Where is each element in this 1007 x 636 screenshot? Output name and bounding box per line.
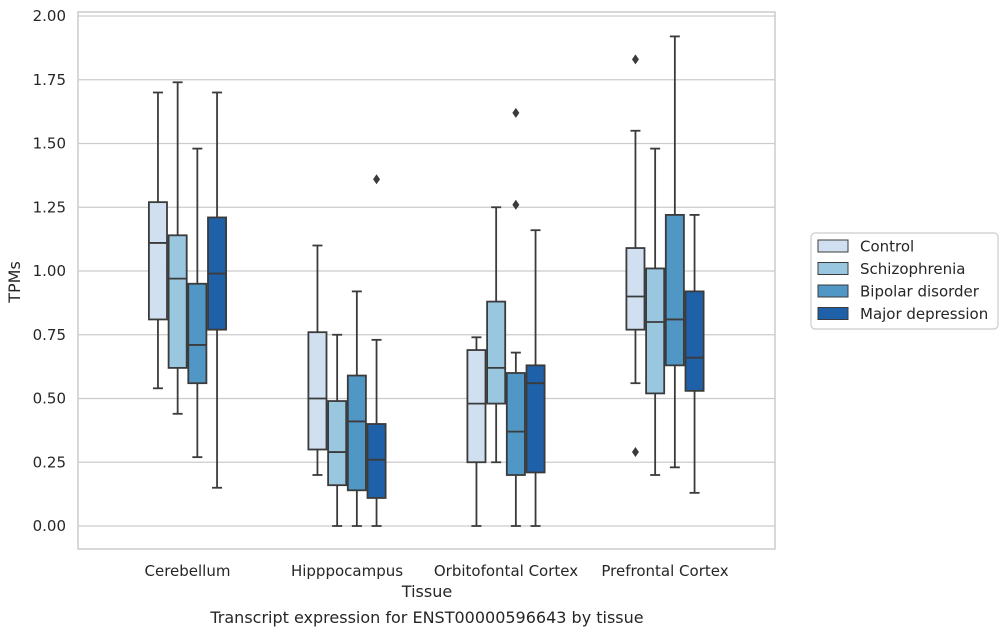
x-tick-label: Orbitofontal Cortex — [434, 562, 578, 580]
outlier-point — [512, 199, 520, 210]
box-bipolar-disorder — [346, 290, 367, 527]
legend-swatch — [817, 239, 849, 253]
box-control — [307, 244, 328, 476]
box-major-depression — [525, 229, 546, 527]
box-control — [625, 54, 646, 458]
x-axis-label: Tissue — [401, 582, 452, 601]
box-control — [147, 91, 168, 390]
box-bipolar-disorder — [664, 35, 685, 469]
legend-label: Bipolar disorder — [860, 283, 980, 301]
box-body — [307, 331, 328, 451]
box-body — [327, 400, 348, 487]
legend-swatch — [817, 307, 849, 320]
y-axis-ticks: 0.00 0.25 0.50 0.75 1.00 1.25 1.50 1.75 2.00 — [33, 7, 66, 535]
legend-label: Control — [860, 238, 914, 256]
legend-label: Major depression — [860, 305, 988, 323]
legend: Control Schizophrenia Bipolar disorder Majo… — [810, 232, 999, 330]
legend-label: Schizophrenia — [860, 260, 965, 278]
y-tick-label: 1.75 — [33, 71, 66, 89]
x-tick-label: Cerebellum — [145, 562, 231, 580]
y-axis-label: TPMs — [5, 261, 24, 304]
outlier-point — [631, 54, 639, 65]
box-body — [505, 372, 526, 476]
x-tick-label: Prefrontal Cortex — [601, 562, 728, 580]
outlier-point — [631, 447, 639, 458]
y-tick-label: 0.75 — [33, 326, 66, 344]
legend-frame — [810, 232, 999, 330]
box-body — [625, 247, 646, 331]
y-tick-label: 1.25 — [33, 198, 66, 216]
box-body — [645, 267, 666, 395]
box-major-depression — [684, 213, 705, 494]
box-schizophrenia — [645, 147, 666, 476]
plot-frame — [77, 11, 776, 550]
box-body — [466, 349, 487, 464]
x-tick-label: Hipppocampus — [291, 562, 403, 580]
box-schizophrenia — [486, 206, 507, 464]
box-body — [664, 213, 685, 367]
box-bipolar-disorder — [505, 107, 526, 527]
box-plot-series — [147, 35, 705, 527]
chart-caption: Transcript expression for ENST0000059664… — [209, 608, 643, 627]
y-tick-label: 0.00 — [33, 517, 66, 535]
y-tick-label: 1.50 — [33, 135, 66, 153]
box-body — [525, 364, 546, 474]
box-body — [486, 300, 507, 405]
box-body — [187, 282, 208, 385]
box-schizophrenia — [167, 81, 188, 415]
box-bipolar-disorder — [187, 147, 208, 459]
box-body — [147, 201, 168, 321]
box-body — [366, 423, 387, 499]
box-body — [684, 290, 705, 392]
x-axis-ticks: Cerebellum Hipppocampus Orbitofontal Corte… — [145, 562, 729, 580]
box-major-depression — [207, 91, 228, 489]
outlier-point — [373, 174, 381, 185]
box-control — [466, 336, 487, 527]
y-tick-label: 1.00 — [33, 262, 66, 280]
legend-swatch — [817, 262, 849, 275]
box-major-depression — [366, 174, 387, 527]
outlier-point — [512, 107, 520, 118]
y-tick-label: 2.00 — [33, 7, 66, 25]
box-body — [167, 234, 188, 369]
box-body — [346, 374, 367, 492]
box-schizophrenia — [327, 333, 348, 527]
legend-swatch — [817, 284, 849, 298]
y-tick-label: 0.50 — [33, 390, 66, 408]
y-tick-label: 0.25 — [33, 453, 66, 471]
